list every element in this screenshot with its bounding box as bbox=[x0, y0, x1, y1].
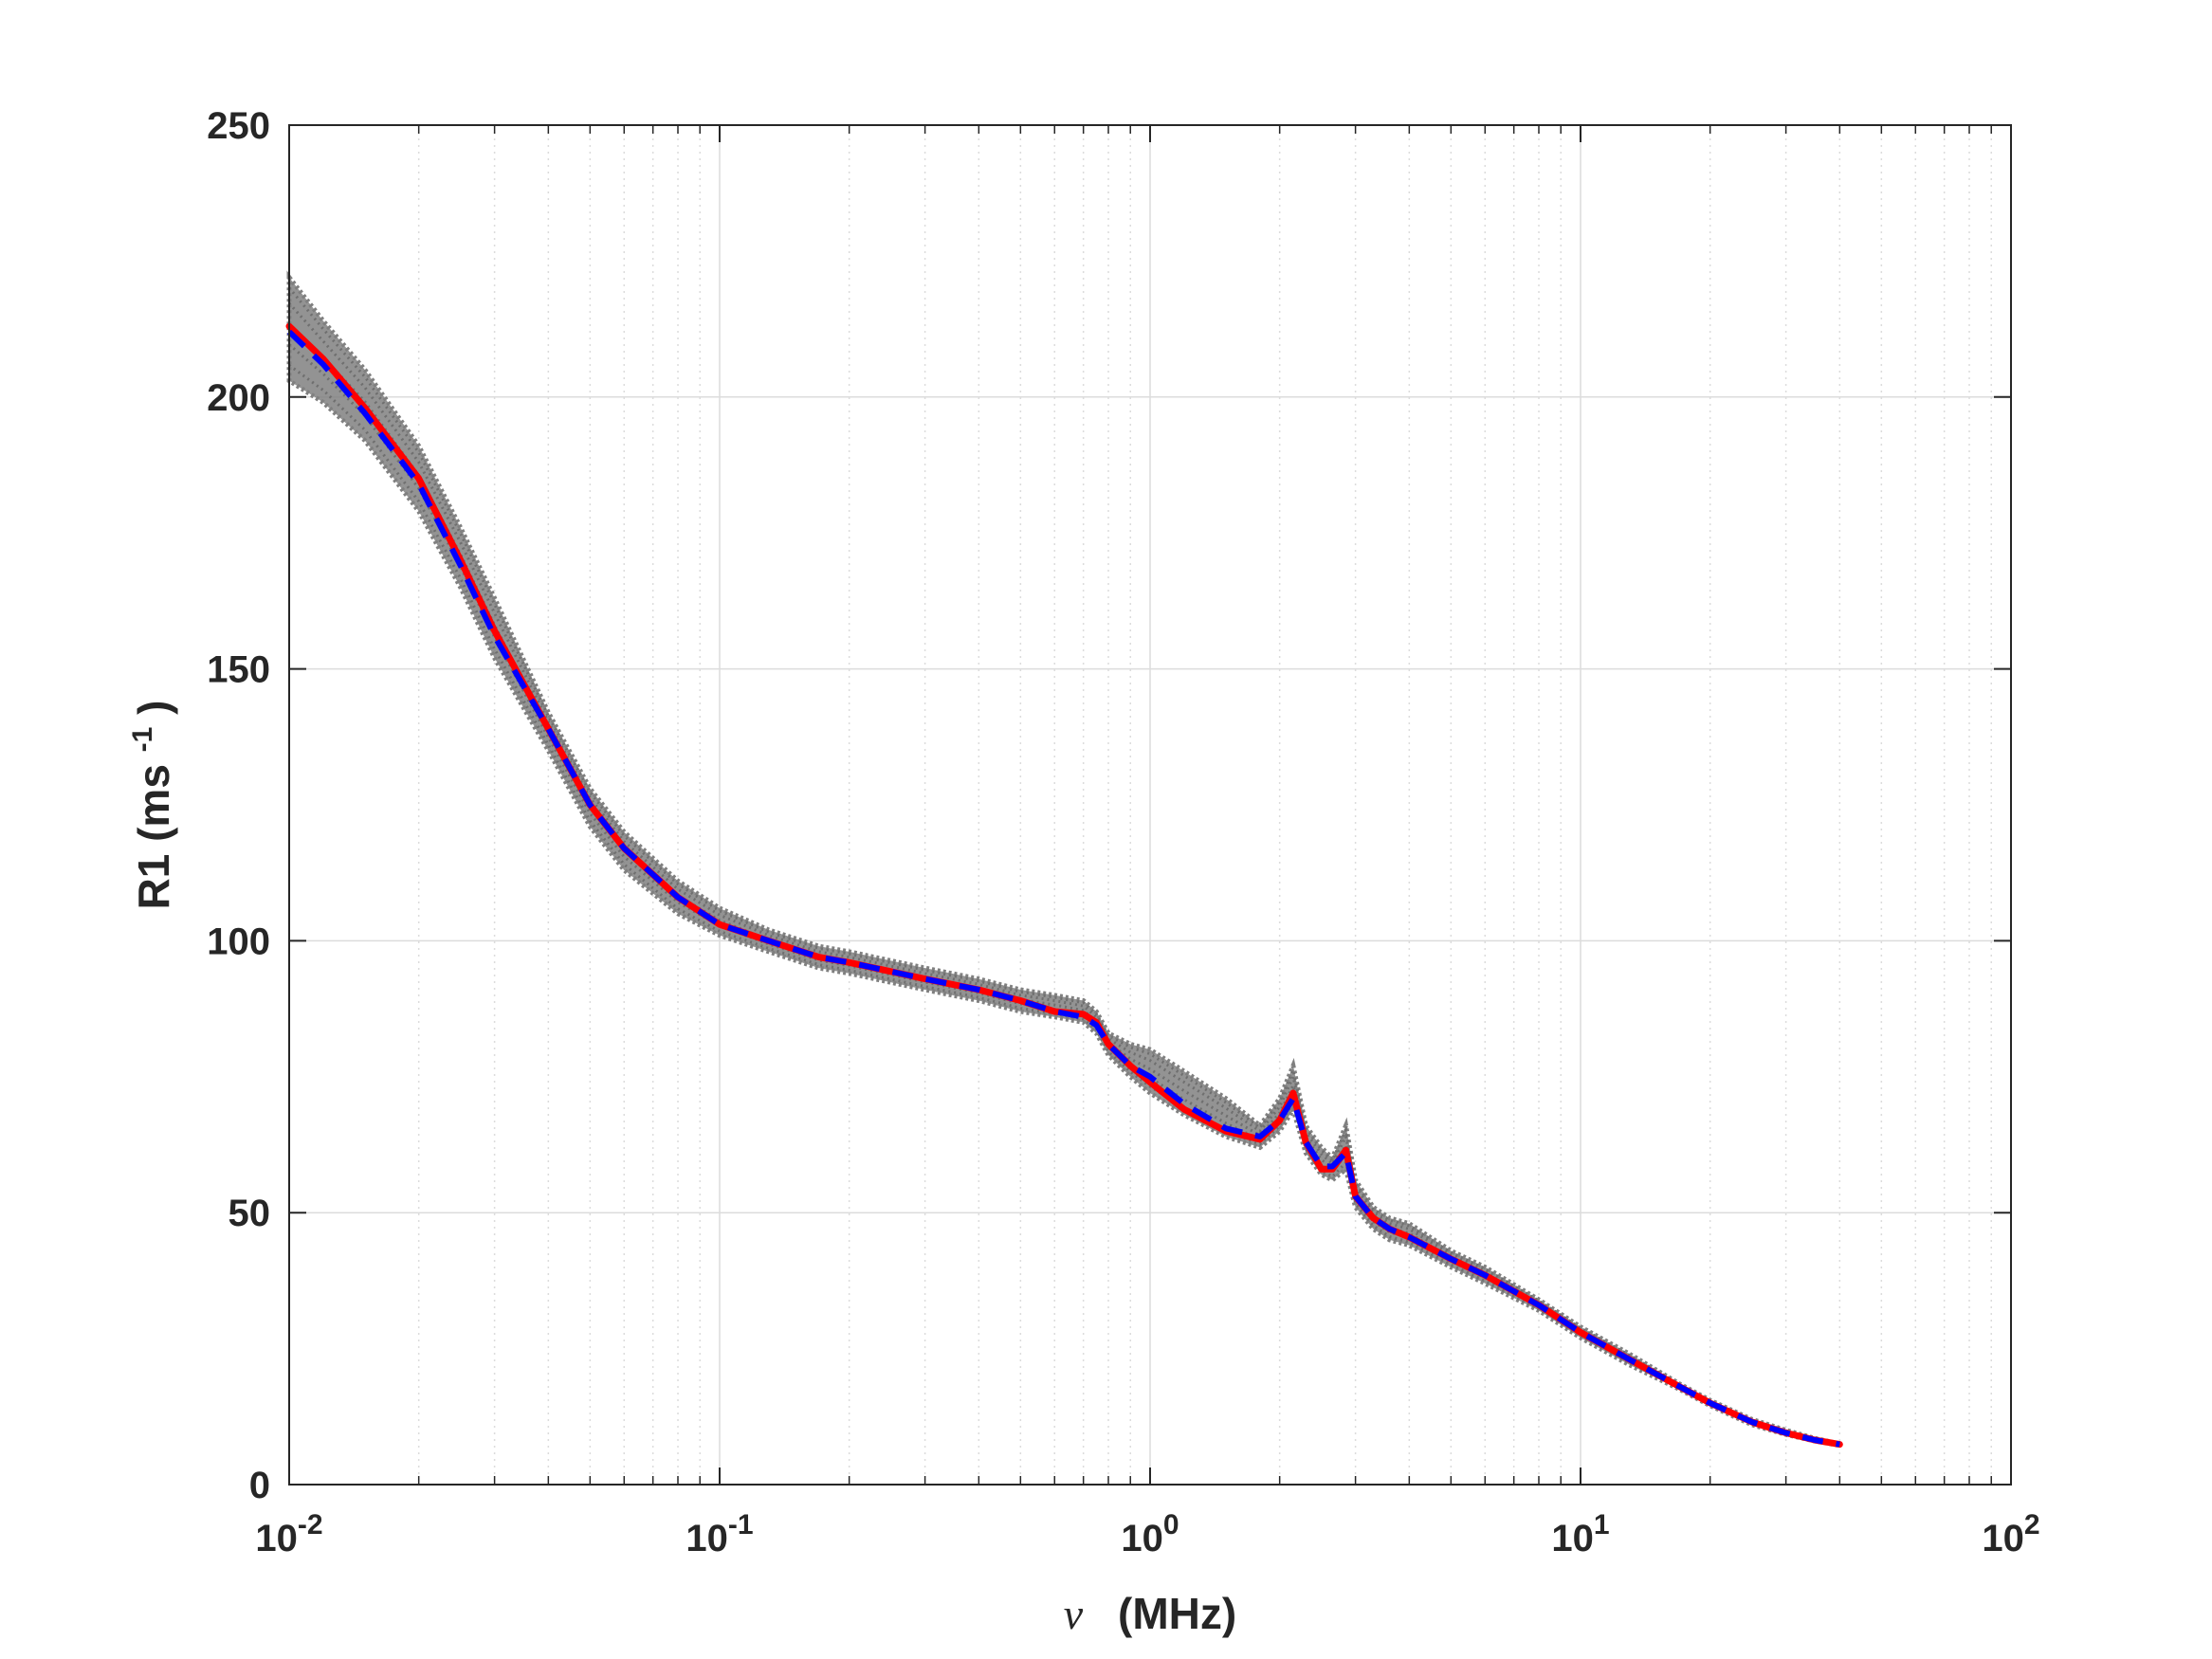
x-tick-base: 10 bbox=[686, 1518, 728, 1559]
y-tick-label: 0 bbox=[249, 1465, 270, 1506]
x-axis-unit: (MHz) bbox=[1118, 1589, 1236, 1638]
ensemble-trace bbox=[287, 286, 1840, 1446]
y-tick-label: 150 bbox=[207, 649, 270, 691]
y-tick-label: 250 bbox=[207, 105, 270, 147]
axis-ticks bbox=[288, 124, 2012, 1486]
x-tick-base: 10 bbox=[1982, 1518, 2024, 1559]
y-axis-label-superscript: -1 bbox=[127, 727, 158, 753]
y-axis-label-main: R1 (ms bbox=[129, 764, 178, 909]
x-tick-label: 101 bbox=[1551, 1509, 1609, 1559]
x-axis-symbol: ν bbox=[1064, 1590, 1084, 1638]
x-tick-base: 10 bbox=[1121, 1518, 1163, 1559]
x-tick-base: 10 bbox=[255, 1518, 298, 1559]
y-axis-label-close: ) bbox=[129, 701, 178, 715]
blue-dashed-line bbox=[286, 329, 1840, 1448]
x-tick-exponent: -1 bbox=[728, 1509, 754, 1540]
x-tick-exponent: -2 bbox=[298, 1509, 323, 1540]
y-tick-label: 200 bbox=[207, 377, 270, 419]
x-axis-label: ν (MHz) bbox=[1064, 1589, 1236, 1638]
x-tick-exponent: 0 bbox=[1163, 1509, 1179, 1540]
x-tick-labels: 10-2 10-1 100 101 102 bbox=[255, 1509, 2039, 1559]
ensemble-trace bbox=[287, 301, 1840, 1446]
y-tick-labels: 0 50 100 150 200 250 bbox=[207, 105, 270, 1506]
x-tick-exponent: 2 bbox=[2024, 1509, 2040, 1540]
y-axis-label: R1 (ms -1 ) bbox=[112, 701, 178, 910]
x-tick-label: 100 bbox=[1121, 1509, 1179, 1559]
x-tick-label: 102 bbox=[1982, 1509, 2039, 1559]
y-tick-label: 50 bbox=[229, 1193, 271, 1234]
x-tick-base: 10 bbox=[1551, 1518, 1594, 1559]
x-tick-label: 10-2 bbox=[255, 1509, 322, 1559]
y-tick-label: 100 bbox=[207, 921, 270, 962]
x-tick-exponent: 1 bbox=[1594, 1509, 1610, 1540]
fit-curves bbox=[285, 322, 1843, 1449]
ensemble-envelope-band bbox=[286, 270, 1842, 1449]
ensemble-trace bbox=[288, 343, 1840, 1447]
x-tick-label: 10-1 bbox=[686, 1509, 753, 1559]
